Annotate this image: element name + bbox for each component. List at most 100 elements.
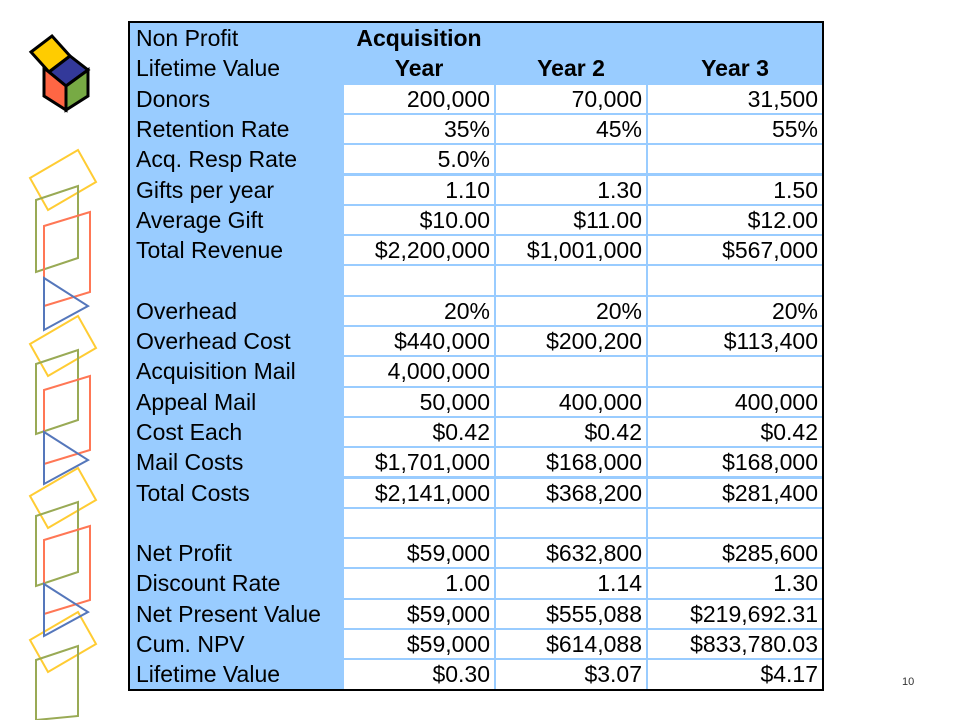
- row-label: Donors: [136, 85, 211, 112]
- value-cell-col2: $200,200: [496, 327, 646, 356]
- value-cell-col1: 4,000,000: [344, 357, 494, 386]
- value-cell-col3: 31,500: [648, 84, 822, 113]
- table-row: Lifetime Value $0.30 $3.07 $4.17: [130, 659, 822, 689]
- table-row: Mail Costs $1,701,000 $168,000 $168,000: [130, 447, 822, 477]
- page-number: 10: [902, 676, 915, 688]
- value-cell-col2: 1.30: [496, 175, 646, 204]
- value-cell-col2: $3.07: [496, 660, 646, 689]
- value-cell-col1: $10.00: [344, 205, 494, 235]
- value-cell-col3: $113,400: [648, 327, 822, 356]
- table-row: [130, 265, 822, 295]
- table-row: Net Present Value $59,000 $555,088 $219,692…: [130, 599, 822, 629]
- table-row: Cum. NPV $59,000 $614,088 $833,780.03: [130, 629, 822, 659]
- value-cell-col3: $567,000: [648, 236, 822, 265]
- value-cell-col1: 50,000: [344, 387, 494, 416]
- value-cell-col1: $0.42: [344, 417, 494, 447]
- value-cell-col2: 70,000: [496, 84, 646, 113]
- row-label: [136, 265, 342, 295]
- value-cell-col1: 1.00: [344, 569, 494, 598]
- row-label: Average Gift: [136, 206, 264, 233]
- value-cell-col3: $12.00: [648, 205, 822, 235]
- lifetime-value-table: Non Profit Acquisition Lifetime Value Ye…: [128, 21, 824, 691]
- row-label: Mail Costs: [136, 449, 244, 476]
- row-label: Net Profit: [136, 540, 232, 567]
- header-col3: [648, 23, 822, 53]
- value-cell-col2: 20%: [496, 296, 646, 325]
- value-cell-col3: $833,780.03: [648, 630, 822, 659]
- value-cell-col1: $2,141,000: [344, 478, 494, 507]
- logo-cube-icon: [28, 33, 91, 113]
- row-label: Gifts per year: [136, 176, 275, 203]
- table-row: Average Gift $10.00 $11.00 $12.00: [130, 205, 822, 235]
- value-cell-col3: 400,000: [648, 387, 822, 416]
- row-label: Lifetime Value: [136, 661, 281, 688]
- value-cell-col1: $1,701,000: [344, 448, 494, 477]
- header-col1: Year: [394, 55, 444, 82]
- row-label: Retention Rate: [136, 115, 290, 142]
- header-col3: Year 3: [701, 55, 769, 82]
- value-cell-col3: [648, 508, 822, 538]
- header-col1: Acquisition: [356, 25, 482, 51]
- value-cell-col2: $168,000: [496, 448, 646, 477]
- value-cell-col3: $285,600: [648, 539, 822, 568]
- value-cell-col1: $2,200,000: [344, 236, 494, 265]
- header-col2: Year 2: [537, 55, 605, 82]
- table-row: Total Revenue $2,200,000 $1,001,000 $567,00…: [130, 235, 822, 265]
- table-row: Acquisition Mail 4,000,000: [130, 356, 822, 386]
- value-cell-col1: 5.0%: [344, 145, 494, 174]
- value-cell-col3: [648, 357, 822, 386]
- table-row: Discount Rate 1.00 1.14 1.30: [130, 568, 822, 598]
- value-cell-col3: $4.17: [648, 660, 822, 689]
- value-cell-col2: [496, 266, 646, 295]
- table-header-row: Non Profit Acquisition: [130, 23, 822, 53]
- value-cell-col2: $555,088: [496, 599, 646, 628]
- value-cell-col1: $0.30: [344, 660, 494, 689]
- row-label: Total Costs: [136, 479, 250, 506]
- value-cell-col2: [496, 357, 646, 386]
- value-cell-col2: [496, 145, 646, 174]
- value-cell-col1: $440,000: [344, 327, 494, 356]
- row-label: Cost Each: [136, 418, 243, 445]
- value-cell-col2: 400,000: [496, 387, 646, 416]
- value-cell-col1: $59,000: [344, 630, 494, 659]
- value-cell-col2: $632,800: [496, 539, 646, 568]
- value-cell-col3: 1.50: [648, 175, 822, 204]
- value-cell-col3: [648, 266, 822, 295]
- header-col2: [496, 23, 646, 53]
- value-cell-col3: 20%: [648, 296, 822, 325]
- value-cell-col1: 1.10: [344, 175, 494, 204]
- value-cell-col2: 1.14: [496, 569, 646, 598]
- value-cell-col2: $11.00: [496, 205, 646, 235]
- decorative-logo-strip: [28, 33, 98, 720]
- table-row: Total Costs $2,141,000 $368,200 $281,400: [130, 478, 822, 508]
- value-cell-col3: 1.30: [648, 569, 822, 598]
- value-cell-col3: $219,692.31: [648, 599, 822, 628]
- value-cell-col3: 55%: [648, 114, 822, 144]
- table-row: Gifts per year 1.10 1.30 1.50: [130, 175, 822, 205]
- value-cell-col2: $368,200: [496, 478, 646, 507]
- table-row: Acq. Resp Rate 5.0%: [130, 144, 822, 174]
- value-cell-col1: 200,000: [344, 84, 494, 113]
- row-label: Overhead: [136, 297, 238, 324]
- value-cell-col3: $168,000: [648, 448, 822, 477]
- table-header-row: Lifetime Value Year Year 2 Year 3: [130, 53, 822, 83]
- table-row: Donors 200,000 70,000 31,500: [130, 84, 822, 114]
- diamond-pattern: [28, 148, 98, 720]
- table-row: Overhead 20% 20% 20%: [130, 296, 822, 326]
- value-cell-col1: 35%: [344, 114, 494, 144]
- value-cell-col1: $59,000: [344, 539, 494, 568]
- value-cell-col2: $0.42: [496, 417, 646, 447]
- row-label: Total Revenue: [136, 237, 284, 264]
- table-row: Appeal Mail 50,000 400,000 400,000: [130, 387, 822, 417]
- value-cell-col1: [344, 508, 494, 538]
- value-cell-col3: $281,400: [648, 478, 822, 507]
- header-label: Non Profit: [136, 25, 239, 51]
- value-cell-col1: [344, 266, 494, 295]
- value-cell-col2: $1,001,000: [496, 236, 646, 265]
- value-cell-col3: $0.42: [648, 417, 822, 447]
- table-row: Cost Each $0.42 $0.42 $0.42: [130, 417, 822, 447]
- value-cell-col2: [496, 508, 646, 538]
- value-cell-col1: 20%: [344, 296, 494, 325]
- row-label: Overhead Cost: [136, 328, 291, 354]
- row-label: Acq. Resp Rate: [136, 146, 298, 173]
